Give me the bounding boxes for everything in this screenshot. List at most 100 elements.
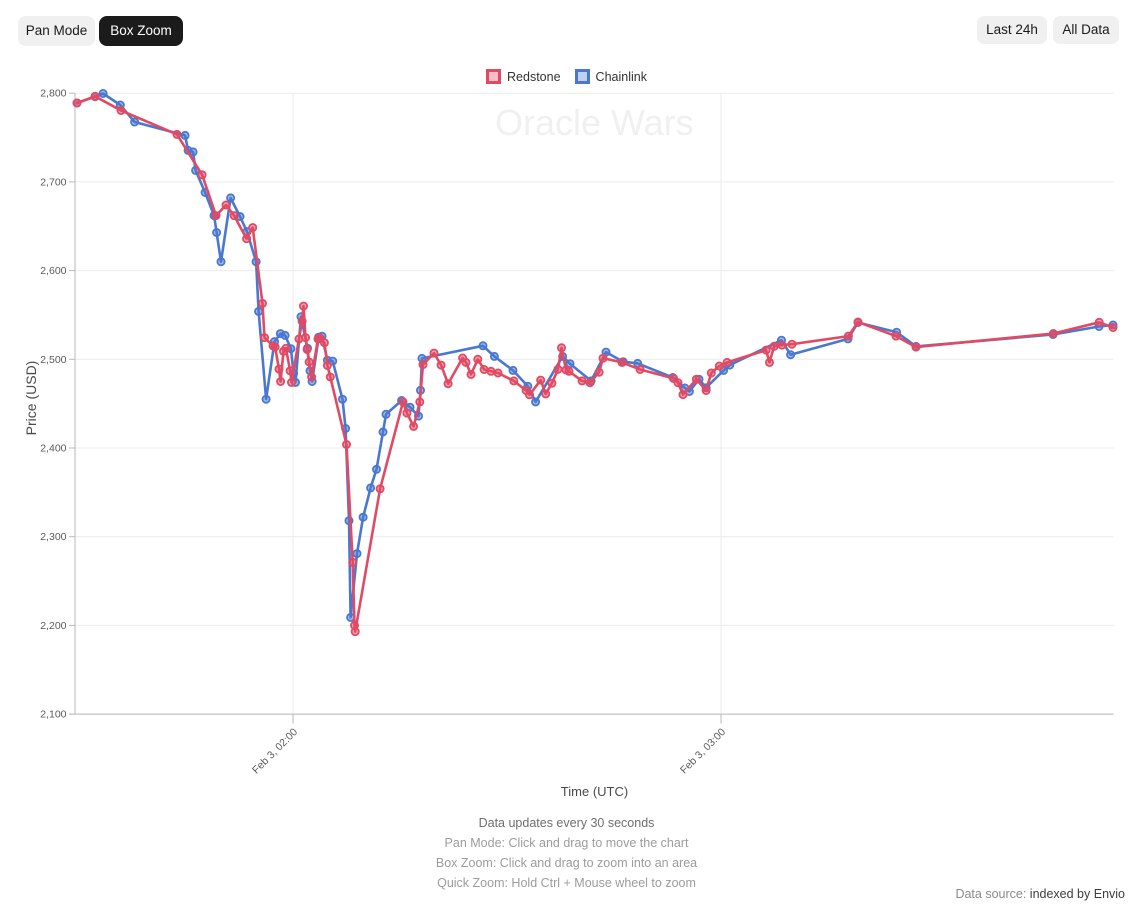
series-chainlink-point — [337, 394, 347, 404]
series-redstone-point — [248, 223, 258, 233]
series-redstone-point — [564, 366, 574, 376]
x-tick-label: Feb 3, 03:00 — [678, 726, 728, 776]
series-redstone-point — [270, 342, 280, 352]
all-data-button[interactable]: All Data — [1053, 16, 1119, 44]
series-redstone-point — [409, 421, 419, 431]
y-tick-label: 2,800 — [40, 88, 66, 100]
series-chainlink-point — [261, 394, 271, 404]
legend-item-chainlink[interactable]: Chainlink — [574, 69, 647, 84]
series-redstone-point — [257, 298, 267, 308]
series-redstone-point — [197, 170, 207, 180]
series-redstone-point — [350, 627, 360, 637]
series-chainlink-point — [381, 409, 391, 419]
series-redstone-point — [322, 360, 332, 370]
redstone-swatch-icon — [486, 69, 502, 84]
y-tick-label: 2,100 — [40, 709, 66, 721]
series-chainlink-point — [226, 193, 236, 203]
series-redstone-point — [461, 357, 471, 367]
pan-mode-button[interactable]: Pan Mode — [18, 16, 95, 46]
series-redstone-point — [418, 360, 428, 370]
series-redstone-point — [536, 375, 546, 385]
series-chainlink-point — [489, 351, 499, 361]
series-chainlink-point — [508, 365, 518, 375]
series-redstone-point — [911, 342, 921, 352]
y-tick-label: 2,500 — [40, 354, 66, 366]
box-zoom-button[interactable]: Box Zoom — [99, 16, 183, 46]
series-redstone-point — [90, 91, 100, 101]
legend-label-chainlink: Chainlink — [595, 69, 647, 84]
series-redstone-point — [436, 360, 446, 370]
series-redstone-point — [375, 484, 385, 494]
legend-item-redstone[interactable]: Redstone — [486, 69, 561, 84]
series-redstone-point — [722, 357, 732, 367]
series-chainlink-point — [216, 257, 226, 267]
series-redstone-point — [286, 377, 296, 387]
series-redstone-point — [585, 378, 595, 388]
y-tick-label: 2,600 — [40, 265, 66, 277]
series-redstone-point — [525, 390, 535, 400]
series-redstone-point — [304, 357, 314, 367]
series-redstone-point — [221, 200, 231, 210]
series-redstone-point — [714, 361, 724, 371]
price-chart[interactable]: Oracle Wars 2,100 2,200 2,300 2,400 2,500 2,60… — [0, 0, 1139, 800]
footer-pan-hint: Pan Mode: Click and drag to move the cha… — [444, 836, 689, 850]
series-redstone-point — [635, 364, 645, 374]
series-redstone-point — [72, 98, 82, 108]
series-chainlink — [72, 89, 1118, 622]
x-axis-title: Time (UTC) — [560, 784, 629, 799]
series-chainlink-point — [366, 483, 376, 493]
envio-link[interactable]: indexed by Envio — [1029, 887, 1125, 901]
series-chainlink-point — [180, 130, 190, 140]
series-redstone-point — [307, 372, 317, 382]
x-tick-label: Feb 3, 02:00 — [250, 726, 300, 776]
y-tick-label: 2,200 — [40, 620, 66, 632]
series-redstone-point — [415, 397, 425, 407]
series-redstone-point — [325, 372, 335, 382]
series-redstone-point — [787, 339, 797, 349]
series-redstone-point — [1048, 328, 1058, 338]
series-redstone-point — [706, 368, 716, 378]
series-redstone-point — [116, 106, 126, 116]
series-chainlink-point — [371, 464, 381, 474]
series-redstone-point — [281, 343, 291, 353]
series-chainlink-point — [212, 227, 222, 237]
series-redstone — [72, 91, 1118, 637]
chainlink-swatch-icon — [574, 69, 590, 84]
series-redstone-point — [285, 366, 295, 376]
series-redstone-point — [274, 364, 284, 374]
series-redstone-point — [298, 301, 308, 311]
series-redstone-point — [765, 357, 775, 367]
chart-legend: Redstone Chainlink — [0, 69, 1133, 84]
series-chainlink-point — [378, 427, 388, 437]
series-redstone-point — [541, 389, 551, 399]
footer-update-info: Data updates every 30 seconds — [478, 816, 655, 830]
series-redstone-point — [673, 378, 683, 388]
series-redstone-point — [553, 364, 563, 374]
series-redstone-point — [557, 343, 567, 353]
series-chainlink-point — [531, 397, 541, 407]
series-redstone-line — [75, 95, 1115, 633]
series-redstone-point — [761, 345, 771, 355]
y-tick-label: 2,400 — [40, 443, 66, 455]
series-redstone-point — [443, 379, 453, 389]
series-redstone-point — [691, 374, 701, 384]
series-redstone-point — [1108, 322, 1118, 332]
series-redstone-point — [348, 557, 358, 567]
series-redstone-point — [302, 344, 312, 354]
series-chainlink-point — [188, 147, 198, 157]
last-24h-button[interactable]: Last 24h — [977, 16, 1047, 44]
series-redstone-point — [211, 211, 221, 221]
data-source-note: Data source: indexed by Envio — [955, 887, 1125, 901]
series-redstone-point — [777, 340, 787, 350]
series-redstone-point — [617, 357, 627, 367]
series-redstone-point — [276, 376, 286, 386]
series-chainlink-point — [254, 306, 264, 316]
series-redstone-point — [547, 378, 557, 388]
series-chainlink-point — [280, 330, 290, 340]
series-redstone-point — [466, 369, 476, 379]
series-redstone-point — [398, 397, 408, 407]
grid-lines — [69, 92, 1114, 724]
series-redstone-point — [429, 348, 439, 358]
series-redstone-point — [577, 376, 587, 386]
footer-boxzoom-hint: Box Zoom: Click and drag to zoom into an… — [435, 856, 698, 870]
